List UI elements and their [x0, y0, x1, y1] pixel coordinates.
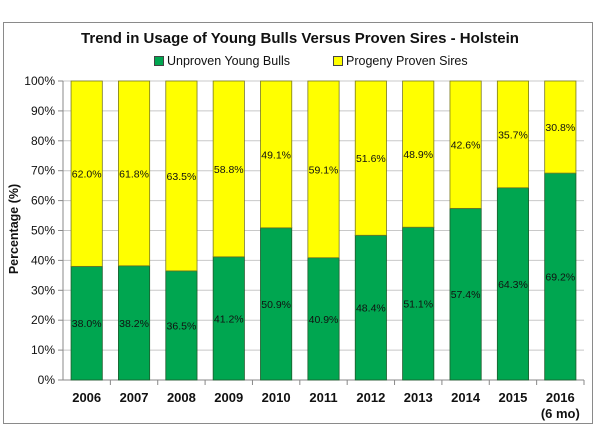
y-tick-label: 80%	[31, 134, 55, 148]
x-tick-label: 2007	[120, 390, 149, 405]
y-tick-label: 40%	[31, 253, 55, 267]
bar-proven-2015	[496, 80, 529, 189]
y-tick-label: 90%	[31, 104, 55, 118]
data-label: 40.9%	[309, 314, 339, 326]
bar-proven-2009	[212, 80, 245, 258]
bar-unproven-2009	[212, 256, 245, 381]
x-tick-label: 2015	[498, 390, 527, 405]
data-label: 69.2%	[545, 272, 575, 284]
legend-label: Progeny Proven Sires	[346, 54, 468, 68]
bar-proven-2008	[165, 80, 198, 272]
bar-proven-2013	[402, 80, 435, 228]
bar-unproven-2006	[70, 265, 103, 381]
x-tick-label: 2014	[451, 390, 481, 405]
x-tick-label: 2012	[356, 390, 385, 405]
bar-unproven-2013	[402, 226, 435, 381]
data-label: 36.5%	[167, 320, 197, 332]
bar-unproven-2014	[449, 207, 482, 381]
bar-unproven-2008	[165, 270, 198, 381]
data-label: 51.6%	[356, 153, 386, 165]
data-label: 35.7%	[498, 129, 528, 141]
x-tick-label: 2008	[167, 390, 196, 405]
y-tick-label: 30%	[31, 283, 55, 297]
legend-item-unproven-young-bulls: Unproven Young Bulls	[154, 54, 290, 68]
chart-title: Trend in Usage of Young Bulls Versus Pro…	[81, 30, 519, 47]
x-tick-label: 2016	[546, 390, 575, 405]
y-tick-label: 100%	[24, 74, 55, 88]
data-label: 38.2%	[119, 318, 149, 330]
legend-swatch-yellow	[333, 56, 343, 66]
bar-unproven-2007	[118, 265, 151, 381]
data-label: 48.4%	[356, 303, 386, 315]
bar-proven-2007	[118, 80, 151, 267]
y-tick-label: 20%	[31, 313, 55, 327]
bar-proven-2010	[260, 80, 293, 229]
x-tick-label: 2006	[72, 390, 101, 405]
x-tick-label: 2010	[262, 390, 291, 405]
data-label: 62.0%	[72, 169, 102, 181]
bar-proven-2012	[354, 80, 387, 236]
data-label: 48.9%	[403, 149, 433, 161]
x-tick-label: 2011	[309, 390, 337, 405]
y-tick-label: 60%	[31, 194, 55, 208]
bar-proven-2014	[449, 80, 482, 209]
x-tick-label: 2013	[404, 390, 433, 405]
data-label: 59.1%	[309, 164, 339, 176]
legend-label: Unproven Young Bulls	[167, 54, 291, 68]
legend-swatch-green	[154, 56, 164, 66]
data-label: 49.1%	[261, 149, 291, 161]
data-label: 38.0%	[72, 318, 102, 330]
data-label: 63.5%	[167, 171, 197, 183]
bar-unproven-2016	[544, 172, 577, 381]
data-label: 58.8%	[214, 164, 244, 176]
bar-unproven-2015	[496, 187, 529, 381]
bar-proven-2006	[70, 80, 103, 267]
legend-item-progeny-proven-sires: Progeny Proven Sires	[333, 54, 468, 68]
bar-proven-2011	[307, 80, 340, 259]
x-tick-label: 2009	[214, 390, 243, 405]
y-tick-label: 0%	[38, 373, 56, 387]
y-tick-label: 10%	[31, 343, 55, 357]
data-label: 51.1%	[403, 299, 433, 311]
data-label: 64.3%	[498, 279, 528, 291]
data-label: 61.8%	[119, 168, 149, 180]
data-label: 57.4%	[451, 289, 481, 301]
data-label: 30.8%	[545, 122, 575, 134]
bar-proven-2016	[544, 80, 577, 174]
data-label: 41.2%	[214, 313, 244, 325]
data-label: 50.9%	[261, 299, 291, 311]
data-label: 42.6%	[451, 140, 481, 152]
bar-unproven-2011	[307, 257, 340, 381]
x-tick-sublabel: (6 mo)	[541, 406, 580, 421]
bar-unproven-2012	[354, 234, 387, 381]
y-tick-label: 70%	[31, 164, 55, 178]
bar-unproven-2010	[260, 227, 293, 381]
y-tick-label: 50%	[31, 224, 55, 238]
